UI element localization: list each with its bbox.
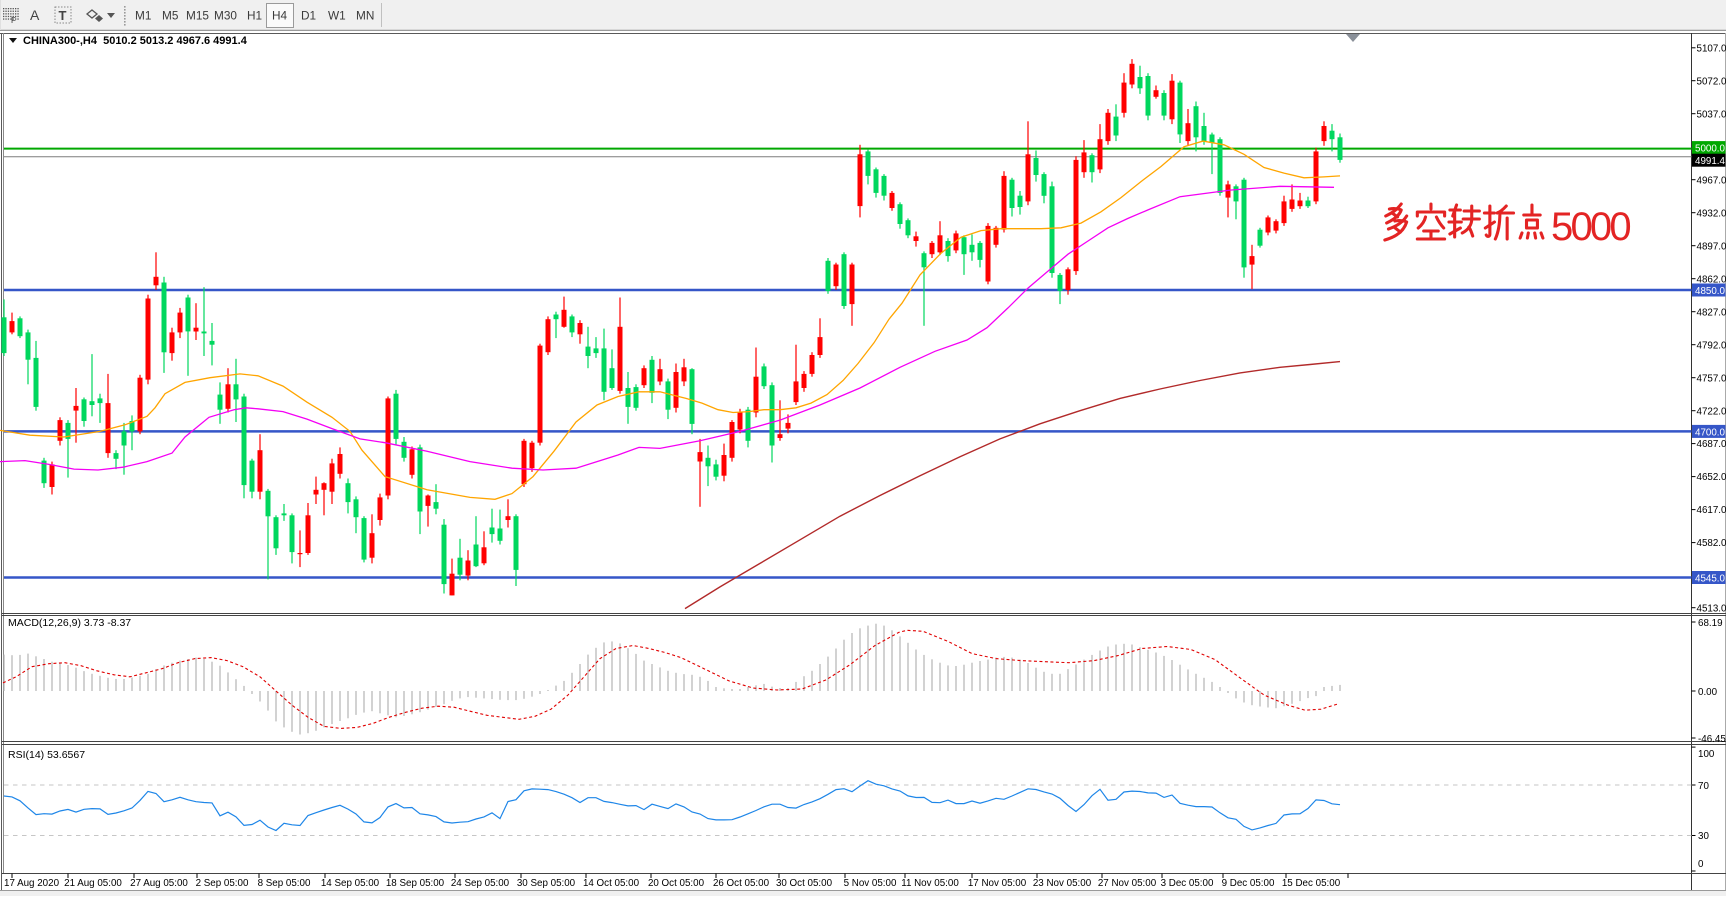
- svg-text:70: 70: [1698, 781, 1709, 792]
- svg-text:15 Dec 05:00: 15 Dec 05:00: [1282, 878, 1341, 889]
- svg-text:4792.0: 4792.0: [1697, 340, 1726, 351]
- svg-text:H1: H1: [247, 9, 262, 23]
- svg-text:17 Nov 05:00: 17 Nov 05:00: [968, 878, 1027, 889]
- svg-text:D1: D1: [301, 9, 316, 23]
- svg-text:20 Oct 05:00: 20 Oct 05:00: [648, 878, 705, 889]
- svg-text:30: 30: [1698, 831, 1709, 842]
- svg-text:M1: M1: [135, 9, 151, 23]
- svg-text:RSI(14) 53.6567: RSI(14) 53.6567: [8, 749, 85, 761]
- svg-text:M5: M5: [162, 9, 179, 23]
- svg-text:11 Nov 05:00: 11 Nov 05:00: [901, 878, 959, 889]
- svg-text:27 Nov 05:00: 27 Nov 05:00: [1098, 878, 1157, 889]
- svg-text:4617.0: 4617.0: [1697, 505, 1726, 516]
- svg-text:30 Oct 05:00: 30 Oct 05:00: [776, 878, 833, 889]
- svg-text:68.19: 68.19: [1698, 618, 1723, 629]
- svg-text:4652.0: 4652.0: [1697, 472, 1726, 483]
- svg-text:26 Oct 05:00: 26 Oct 05:00: [713, 878, 770, 889]
- svg-text:4757.0: 4757.0: [1697, 373, 1726, 384]
- svg-text:4513.0: 4513.0: [1697, 603, 1726, 614]
- svg-text:23 Nov 05:00: 23 Nov 05:00: [1033, 878, 1092, 889]
- svg-text:14 Sep 05:00: 14 Sep 05:00: [321, 878, 380, 889]
- svg-text:3 Dec 05:00: 3 Dec 05:00: [1161, 878, 1214, 889]
- svg-text:0.00: 0.00: [1698, 687, 1718, 698]
- svg-text:T: T: [59, 8, 67, 23]
- svg-text:4687.0: 4687.0: [1697, 439, 1726, 450]
- svg-text:MACD(12,26,9) 3.73 -8.37: MACD(12,26,9) 3.73 -8.37: [8, 617, 131, 629]
- svg-text:4722.0: 4722.0: [1697, 406, 1726, 417]
- svg-text:M30: M30: [214, 9, 237, 23]
- svg-text:5107.0: 5107.0: [1697, 43, 1726, 54]
- svg-text:4897.0: 4897.0: [1697, 241, 1726, 252]
- svg-text:5037.0: 5037.0: [1697, 109, 1726, 120]
- svg-text:5000: 5000: [1551, 205, 1630, 249]
- svg-text:H4: H4: [272, 9, 288, 23]
- svg-text:18 Sep 05:00: 18 Sep 05:00: [386, 878, 445, 889]
- svg-text:17 Aug 2020: 17 Aug 2020: [4, 878, 60, 889]
- svg-text:4827.0: 4827.0: [1697, 307, 1726, 318]
- svg-text:4991.4: 4991.4: [1695, 156, 1726, 167]
- svg-text:30 Sep 05:00: 30 Sep 05:00: [517, 878, 576, 889]
- svg-text:21 Aug 05:00: 21 Aug 05:00: [64, 878, 122, 889]
- svg-text:A: A: [30, 7, 40, 23]
- svg-text:CHINA300-,H4 5010.2 5013.2 49: CHINA300-,H4 5010.2 5013.2 4967.6 4991.4: [23, 35, 248, 47]
- svg-text:8 Sep 05:00: 8 Sep 05:00: [258, 878, 311, 889]
- svg-text:4700.0: 4700.0: [1695, 427, 1726, 438]
- svg-text:24 Sep 05:00: 24 Sep 05:00: [451, 878, 510, 889]
- svg-text:4582.0: 4582.0: [1697, 538, 1726, 549]
- svg-text:M15: M15: [186, 9, 209, 23]
- svg-text:5000.0: 5000.0: [1695, 144, 1726, 155]
- svg-text:14 Oct 05:00: 14 Oct 05:00: [583, 878, 640, 889]
- svg-text:4932.0: 4932.0: [1697, 208, 1726, 219]
- svg-text:MN: MN: [356, 9, 374, 23]
- svg-text:4850.0: 4850.0: [1695, 286, 1726, 297]
- svg-text:27 Aug 05:00: 27 Aug 05:00: [130, 878, 188, 889]
- svg-text:100: 100: [1698, 749, 1715, 760]
- svg-text:9 Dec 05:00: 9 Dec 05:00: [1222, 878, 1275, 889]
- svg-text:-46.45: -46.45: [1698, 734, 1726, 745]
- svg-text:5 Nov 05:00: 5 Nov 05:00: [844, 878, 897, 889]
- svg-text:0: 0: [1698, 859, 1704, 870]
- svg-text:5072.0: 5072.0: [1697, 76, 1726, 87]
- svg-text:W1: W1: [328, 9, 346, 23]
- svg-text:2 Sep 05:00: 2 Sep 05:00: [196, 878, 249, 889]
- svg-text:4967.0: 4967.0: [1697, 175, 1726, 186]
- svg-text:F: F: [11, 16, 16, 25]
- svg-text:4545.0: 4545.0: [1695, 574, 1726, 585]
